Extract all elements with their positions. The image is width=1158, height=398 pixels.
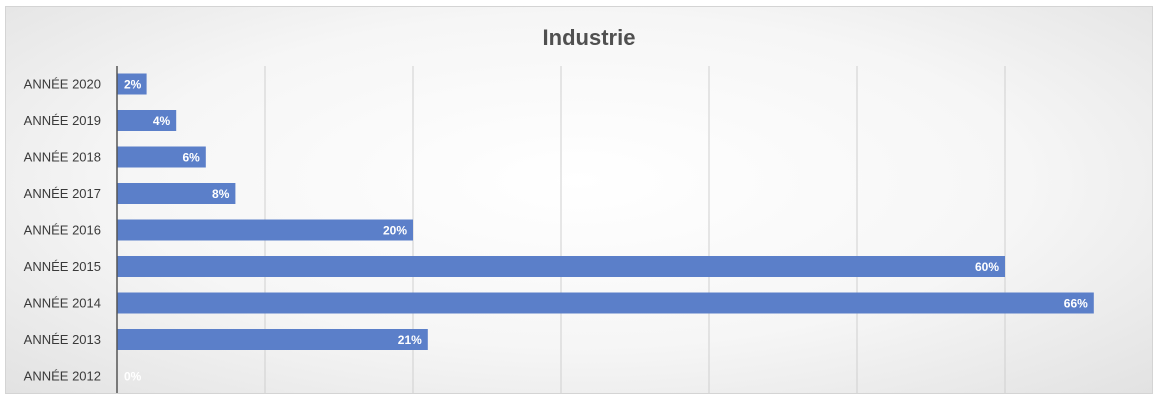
bar bbox=[117, 146, 206, 168]
category-label: ANNÉE 2020 bbox=[24, 77, 101, 92]
bar bbox=[117, 73, 147, 95]
category-label: ANNÉE 2012 bbox=[24, 369, 101, 384]
category-label: ANNÉE 2015 bbox=[24, 259, 101, 274]
bar bbox=[117, 183, 236, 204]
bars bbox=[117, 73, 1094, 350]
category-label: ANNÉE 2014 bbox=[24, 296, 101, 311]
category-labels: ANNÉE 2020 ANNÉE 2019 ANNÉE 2018 ANNÉE 2017… bbox=[24, 77, 101, 384]
data-label: 6% bbox=[182, 151, 200, 165]
category-label: ANNÉE 2018 bbox=[24, 150, 101, 165]
bar bbox=[117, 329, 428, 350]
category-label: ANNÉE 2019 bbox=[24, 113, 101, 128]
data-labels: 2% 4% 6% 8% 20% 60% 66% 21% 0% bbox=[124, 78, 1088, 384]
data-label: 2% bbox=[124, 78, 142, 92]
category-label: ANNÉE 2013 bbox=[24, 332, 101, 347]
bar bbox=[117, 292, 1094, 314]
data-label: 60% bbox=[975, 260, 999, 274]
data-label: 66% bbox=[1064, 297, 1088, 311]
data-label: 0% bbox=[124, 370, 142, 384]
bar bbox=[117, 219, 413, 241]
bar bbox=[117, 256, 1005, 277]
data-label: 4% bbox=[153, 114, 171, 128]
bar bbox=[117, 110, 177, 131]
data-label: 21% bbox=[398, 333, 422, 347]
category-label: ANNÉE 2017 bbox=[24, 186, 101, 201]
chart-title: Industrie bbox=[543, 25, 636, 50]
data-label: 8% bbox=[212, 187, 230, 201]
data-label: 20% bbox=[383, 224, 407, 238]
category-label: ANNÉE 2016 bbox=[24, 223, 101, 238]
